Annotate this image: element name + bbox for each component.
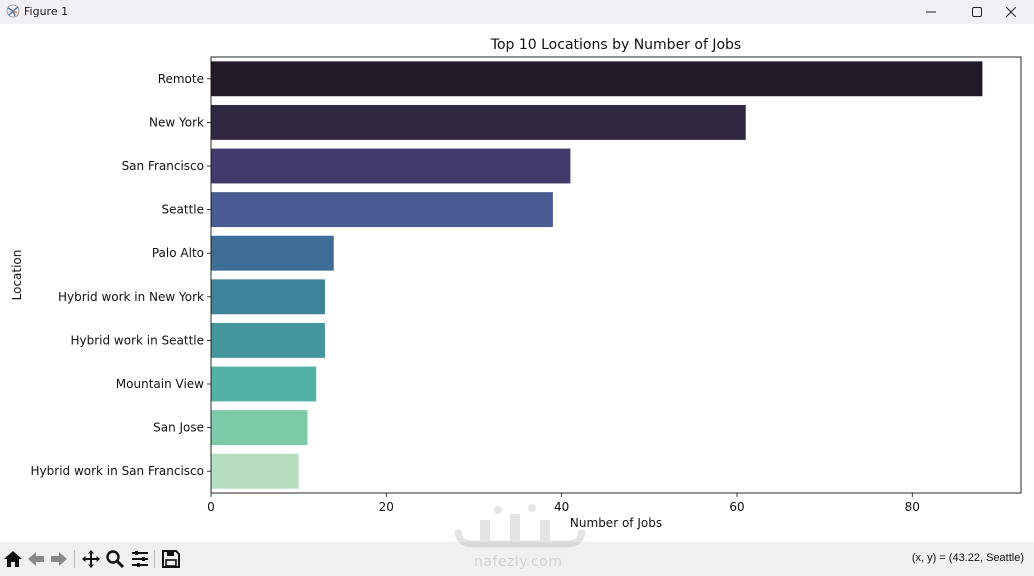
bar-chart: Top 10 Locations by Number of Jobs Numbe… <box>10 37 1022 530</box>
y-tick-label: Remote <box>158 72 204 86</box>
back-button[interactable] <box>25 548 47 570</box>
y-tick-label: New York <box>149 115 204 129</box>
bar <box>211 104 746 140</box>
toolbar-separator <box>74 550 75 568</box>
y-tick-label: Seattle <box>162 203 204 217</box>
y-tick-label: Hybrid work in New York <box>58 290 204 304</box>
home-icon <box>4 551 22 567</box>
bar <box>211 148 571 184</box>
bar <box>211 366 317 402</box>
close-button[interactable] <box>988 0 1034 24</box>
home-button[interactable] <box>2 548 24 570</box>
save-button[interactable] <box>160 548 182 570</box>
y-axis-label: Location <box>10 250 24 301</box>
bar <box>211 279 325 315</box>
save-icon <box>162 550 180 568</box>
matplotlib-app-icon <box>6 4 20 18</box>
x-tick-label: 80 <box>905 500 920 514</box>
window-title: Figure 1 <box>24 5 69 18</box>
y-tick-label: Palo Alto <box>152 246 204 260</box>
y-tick-label: San Jose <box>153 421 204 435</box>
y-tick-label: San Francisco <box>122 159 204 173</box>
bar <box>211 235 334 271</box>
x-tick-label: 40 <box>554 500 569 514</box>
cursor-coordinates: (x, y) = (43.22, Seattle) <box>911 552 1024 564</box>
zoom-button[interactable] <box>104 548 126 570</box>
chart-title: Top 10 Locations by Number of Jobs <box>490 37 741 53</box>
figure-canvas[interactable]: Top 10 Locations by Number of Jobs Numbe… <box>0 24 1034 542</box>
pan-button[interactable] <box>80 548 102 570</box>
y-tick-label: Hybrid work in Seattle <box>70 333 204 347</box>
minimize-icon <box>926 11 936 13</box>
pan-icon <box>82 550 100 568</box>
x-tick-label: 60 <box>729 500 744 514</box>
axes-frame <box>210 56 1022 494</box>
bar <box>211 453 299 489</box>
toolbar-separator <box>154 550 155 568</box>
bar <box>211 322 325 358</box>
minimize-button[interactable] <box>908 0 954 24</box>
configure-subplots-button[interactable] <box>129 548 151 570</box>
forward-button[interactable] <box>48 548 70 570</box>
bar <box>211 410 308 446</box>
x-axis-label: Number of Jobs <box>570 516 662 530</box>
bar <box>211 192 553 228</box>
bar <box>211 61 983 97</box>
maximize-icon <box>972 7 982 17</box>
back-arrow-icon <box>28 552 44 566</box>
forward-arrow-icon <box>51 552 67 566</box>
window-titlebar: Figure 1 <box>0 0 1034 24</box>
navigation-toolbar: (x, y) = (43.22, Seattle) <box>0 542 1034 576</box>
x-tick-label: 0 <box>207 500 215 514</box>
maximize-button[interactable] <box>954 0 1000 24</box>
close-icon <box>1006 7 1016 17</box>
zoom-icon <box>106 550 125 569</box>
y-tick-label: Mountain View <box>116 377 204 391</box>
configure-subplots-icon <box>132 551 148 567</box>
y-tick-label: Hybrid work in San Francisco <box>31 464 204 478</box>
x-tick-label: 20 <box>379 500 394 514</box>
